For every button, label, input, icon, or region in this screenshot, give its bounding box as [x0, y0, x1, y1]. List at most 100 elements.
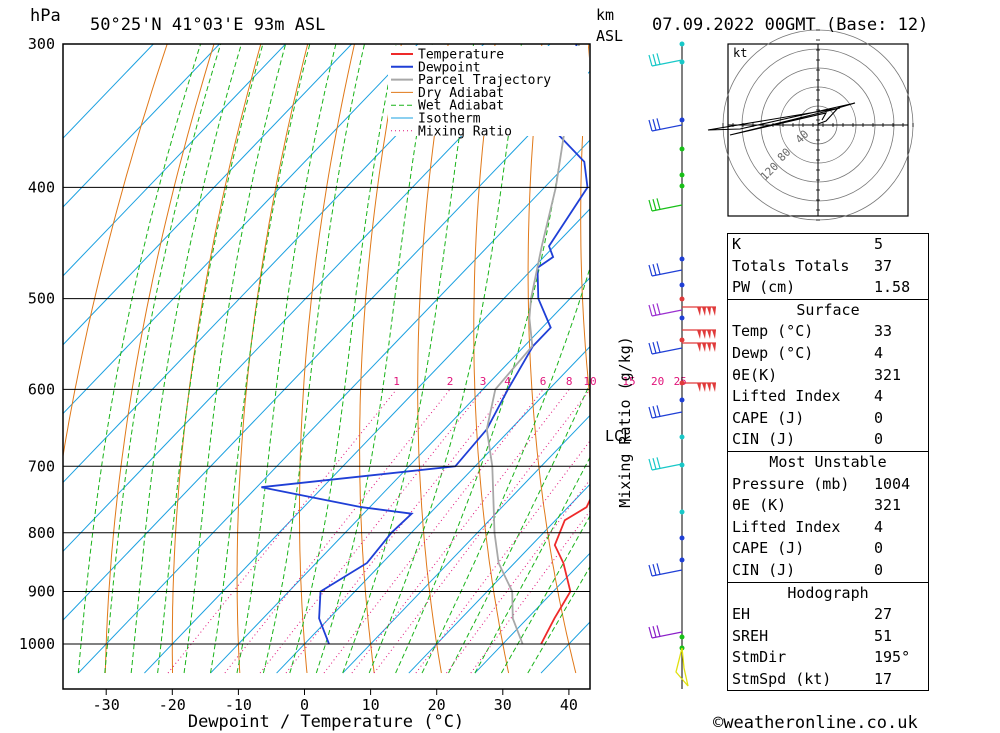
pressure-unit-label: hPa — [30, 6, 61, 26]
most-unstable-stat-value: 0 — [874, 560, 884, 579]
wet-adiabat-line — [183, 44, 287, 674]
hodograph-stat-value: 51 — [874, 626, 893, 645]
pressure-tick-label: 600 — [28, 380, 55, 398]
wet-adiabat-line — [77, 44, 202, 674]
temperature-line — [540, 497, 590, 645]
isotherm-line — [77, 139, 590, 674]
datetime-title: 07.09.2022 00GMT (Base: 12) — [652, 15, 928, 35]
wet-adiabat-line — [342, 44, 475, 674]
legend-item-label: Dry Adiabat — [418, 86, 504, 101]
hodograph-stat-row: StmDir 195° — [728, 647, 928, 669]
mixing-ratio-tick-label: 3 — [480, 375, 487, 388]
surface-stat-label: CIN (J) — [732, 430, 796, 449]
mixing-ratio-line — [285, 389, 508, 674]
wind-level-dot — [679, 509, 685, 515]
mixing-ratio-line — [351, 389, 570, 674]
hodograph-trace — [707, 102, 856, 136]
wind-level-dot — [679, 315, 685, 321]
pressure-tick-label: 800 — [28, 524, 55, 542]
legend-item-label: Parcel Trajectory — [418, 73, 551, 88]
legend-item-label: Temperature — [418, 48, 504, 63]
legend-item-label: Mixing Ratio — [418, 124, 512, 139]
most-unstable-stat-value: 4 — [874, 517, 884, 536]
most-unstable-stat-value: 321 — [874, 496, 902, 515]
wind-barb — [651, 204, 683, 212]
hodograph-stat-label: EH — [732, 605, 751, 624]
mixing-ratio-tick-label: 4 — [504, 375, 511, 388]
pressure-tick-label: 400 — [28, 178, 55, 196]
wind-barb — [651, 269, 683, 277]
wind-level-dot — [679, 535, 685, 541]
wind-barb — [651, 463, 683, 471]
mixing-ratio-line — [415, 440, 590, 674]
index-row: PW (cm) 1.58 — [728, 277, 928, 299]
wind-barb — [651, 411, 683, 419]
index-value: 5 — [874, 235, 884, 253]
plot-frame — [62, 43, 591, 690]
height-ref-label: ASL — [596, 27, 623, 45]
wind-level-dot — [679, 117, 685, 123]
wind-barb — [651, 124, 683, 132]
hodograph-stat-label: StmDir — [732, 648, 787, 667]
mixing-ratio-axis-label: Mixing Ratio (g/kg) — [616, 336, 634, 508]
isotherm-line — [144, 208, 590, 674]
lcl-label: LCL — [605, 427, 632, 445]
isotherm-line — [408, 483, 590, 674]
most-unstable-stat-label: CIN (J) — [732, 560, 796, 579]
surface-stat-value: 4 — [874, 343, 884, 362]
mixing-ratio-line — [167, 389, 397, 674]
wind-level-dot — [679, 397, 685, 403]
wind-level-dot — [679, 183, 685, 189]
surface-stat-label: Lifted Index — [732, 387, 841, 406]
wet-adiabat-line — [474, 456, 590, 674]
most-unstable-title: Most Unstable — [728, 450, 928, 474]
most-unstable-stat-row: CAPE (J) 0 — [728, 538, 928, 560]
x-tick-label: 0 — [300, 696, 309, 714]
mixing-ratio-line — [259, 389, 484, 674]
mixing-ratio-tick-label: 15 — [622, 375, 635, 388]
wet-adiabat-line — [421, 266, 590, 674]
wet-adiabat-line — [289, 44, 397, 674]
index-label: PW (cm) — [732, 278, 796, 297]
hodograph-unit: kt — [733, 46, 747, 60]
surface-stat-row: CIN (J) 0 — [728, 429, 928, 451]
isotherm-line — [63, 44, 221, 208]
wind-level-dot — [679, 256, 685, 262]
dry-adiabat-line — [236, 44, 309, 674]
x-axis-label: Dewpoint / Temperature (°C) — [188, 712, 464, 732]
most-unstable-stat-row: CIN (J) 0 — [728, 560, 928, 582]
surface-stat-label: CAPE (J) — [732, 408, 805, 427]
index-value: 1.58 — [874, 278, 911, 297]
surface-stat-label: θE(K) — [732, 365, 778, 384]
wind-barb — [651, 59, 683, 67]
x-tick-label: -20 — [159, 696, 186, 714]
wind-level-dot — [679, 337, 685, 343]
legend-item-label: Dewpoint — [418, 60, 481, 75]
most-unstable-stat-label: Lifted Index — [732, 517, 841, 536]
pressure-tick-label: 900 — [28, 582, 55, 600]
isotherm-line — [63, 44, 353, 346]
hodograph-stat-value: 17 — [874, 669, 893, 688]
index-row: Totals Totals 37 — [728, 256, 928, 278]
dry-adiabat-line — [104, 44, 215, 674]
surface-stat-row: CAPE (J) 0 — [728, 408, 928, 430]
isotherm-line — [474, 552, 590, 674]
wind-level-dot — [679, 557, 685, 563]
x-tick-label: -30 — [93, 696, 120, 714]
legend-item-label: Wet Adiabat — [418, 99, 504, 114]
wet-adiabat-line — [368, 44, 522, 674]
hodograph-stat-label: SREH — [732, 626, 769, 645]
index-label: K — [732, 235, 742, 253]
surface-stat-row: θE(K) 321 — [728, 365, 928, 387]
surface-stat-value: 0 — [874, 408, 884, 427]
wind-barb — [651, 631, 683, 639]
dry-adiabat-line — [63, 44, 168, 460]
surface-stat-row: Temp (°C) 33 — [728, 321, 928, 343]
isotherm-line — [63, 44, 155, 139]
wet-adiabat-line — [210, 44, 311, 674]
wind-barb — [651, 309, 683, 317]
dry-adiabat-line — [171, 44, 262, 673]
